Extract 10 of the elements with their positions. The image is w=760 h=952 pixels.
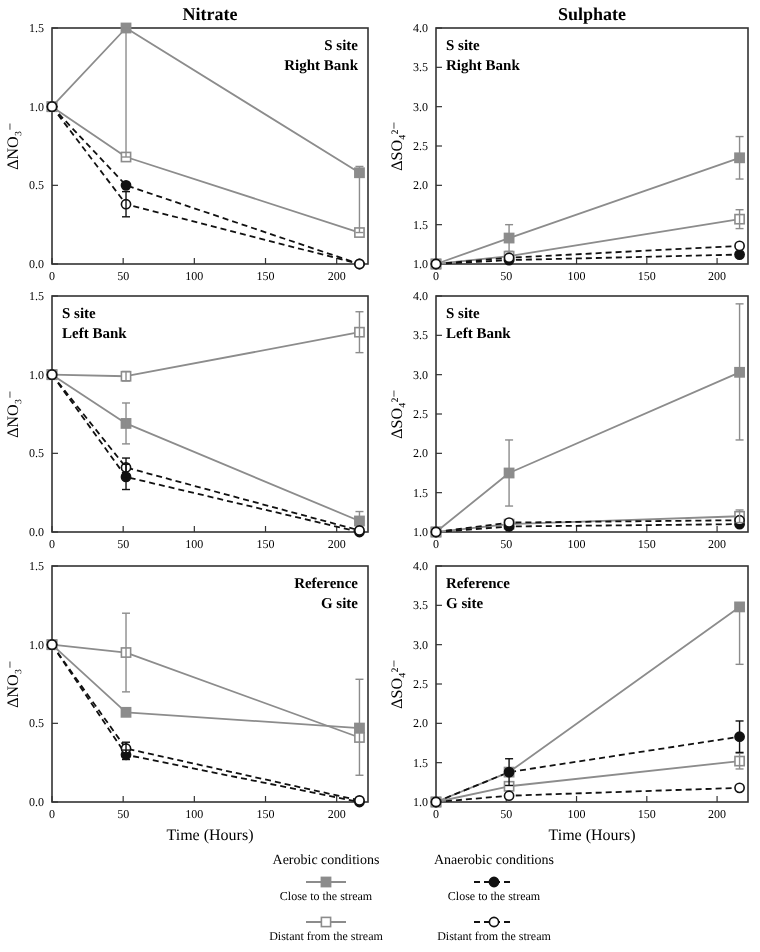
y-axis-title: ΔSO₄²⁻ (388, 121, 406, 171)
y-axis-title: ΔNO₃⁻ (4, 660, 22, 708)
x-axis-title: Time (Hours) (166, 826, 255, 844)
y-axis-title: ΔNO₃⁻ (4, 122, 22, 170)
y-axis-title: ΔSO₄²⁻ (388, 389, 406, 439)
chart-title: Sulphate (557, 4, 627, 24)
chart-title: Nitrate (182, 4, 238, 24)
x-axis-title: Time (Hours) (548, 826, 637, 844)
y-axis-title: ΔNO₃⁻ (4, 390, 22, 438)
y-axis-title: ΔSO₄²⁻ (388, 659, 406, 709)
